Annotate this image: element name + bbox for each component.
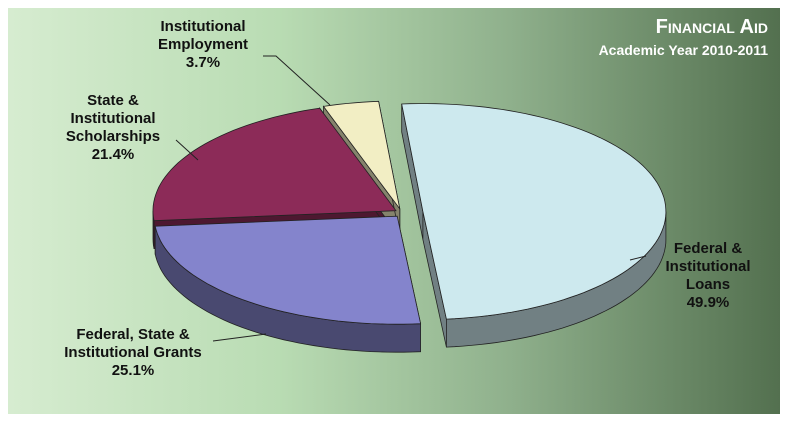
category-label: State & Institutional Scholarships (65, 92, 161, 145)
category-label: Institutional Employment (157, 18, 248, 53)
slice-label: Federal, State & Institutional Grants 25.… (48, 326, 218, 380)
category-label: Federal, State & Institutional Grants (64, 326, 202, 361)
slice-label: Institutional Employment 3.7% (138, 18, 268, 72)
leader-line (175, 139, 199, 161)
category-label: Federal & Institutional Loans (665, 240, 751, 293)
value-label: 21.4% (91, 146, 135, 163)
leader-line (212, 333, 267, 342)
chart: Financial Aid Academic Year 2010-2011 Fe… (8, 8, 780, 414)
slice (152, 107, 397, 222)
slice (401, 103, 667, 320)
chart-subtitle: Academic Year 2010-2011 (598, 42, 768, 58)
slice-label: Federal & Institutional Loans 49.9% (648, 240, 768, 312)
slice (322, 100, 401, 210)
value-label: 25.1% (111, 362, 155, 379)
value-label: 49.9% (686, 294, 730, 311)
chart-title: Financial Aid (655, 16, 768, 38)
slice-label: State & Institutional Scholarships 21.4% (48, 92, 178, 164)
slice (154, 215, 422, 325)
value-label: 3.7% (185, 54, 221, 71)
pie-body (152, 100, 667, 353)
pie (152, 55, 667, 353)
leader-line (263, 55, 331, 106)
leader-line (629, 255, 647, 261)
